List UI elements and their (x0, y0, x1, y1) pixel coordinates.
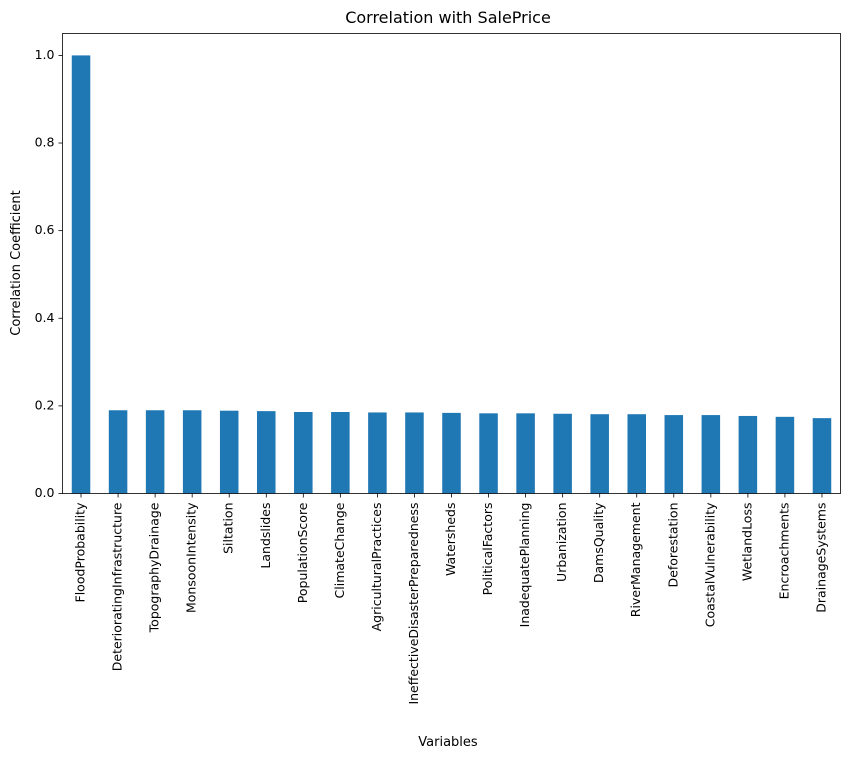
x-tick-label: MonsoonIntensity (184, 502, 199, 613)
x-tick-label: DamsQuality (591, 502, 606, 583)
bar-TopographyDrainage (145, 410, 165, 494)
bar-AgriculturalPractices (368, 412, 387, 494)
x-tick-label: InadequatePlanning (517, 503, 532, 628)
x-tick-label: Siltation (221, 503, 236, 554)
bar-DeterioratingInfrastructure (108, 410, 128, 494)
bar-MonsoonIntensity (182, 410, 202, 494)
y-tick-label: 0.4 (35, 310, 55, 325)
x-axis-label: Variables (418, 735, 478, 750)
x-tick-label: PoliticalFactors (480, 503, 495, 596)
bar-ClimateChange (331, 412, 350, 494)
y-axis-label: Correlation Coefficient (9, 190, 24, 336)
x-tick-label: Encroachments (776, 503, 791, 600)
x-tick-label: DeterioratingInfrastructure (110, 502, 125, 671)
x-tick-label: TopographyDrainage (147, 502, 162, 633)
bar-PoliticalFactors (479, 413, 498, 494)
y-tick-label: 1.0 (35, 47, 55, 62)
y-tick-label: 0.8 (35, 135, 55, 150)
x-tick-label: Deforestation (665, 503, 680, 588)
plot-frame (62, 33, 841, 494)
bar-Landslides (257, 411, 276, 494)
bar-CoastalVulnerability (701, 415, 721, 494)
bars-group (71, 55, 832, 494)
bar-Siltation (219, 410, 239, 494)
y-tick-label: 0.2 (35, 397, 55, 412)
bar-FloodProbability (71, 55, 91, 494)
y-axis: 0.0 0.2 0.4 0.6 0.8 1.0 (35, 47, 63, 500)
x-tick-label: Watersheds (443, 503, 458, 577)
x-tick-label: WetlandLoss (739, 503, 754, 582)
bar-Urbanization (553, 413, 572, 494)
bar-InadequatePlanning (516, 413, 535, 494)
x-tick-label: Landslides (258, 503, 273, 569)
x-tick-label: ClimateChange (332, 502, 347, 598)
x-tick-label: PopulationScore (295, 502, 310, 603)
bar-RiverManagement (627, 414, 646, 494)
x-tick-label: Urbanization (554, 503, 569, 582)
bar-Encroachments (775, 416, 795, 494)
y-tick-label: 0.0 (35, 485, 55, 500)
bar-IneffectiveDisasterPreparedness (405, 412, 424, 494)
bar-Deforestation (664, 415, 684, 494)
x-tick-label: RiverManagement (628, 502, 643, 617)
bar-Watersheds (442, 412, 461, 494)
x-axis: FloodProbability DeterioratingInfrastruct… (73, 493, 828, 705)
x-tick-label: AgriculturalPractices (369, 503, 384, 632)
chart-title: Correlation with SalePrice (345, 8, 551, 27)
x-tick-label: DrainageSystems (813, 503, 828, 613)
x-tick-label: FloodProbability (73, 502, 88, 603)
y-tick-label: 0.6 (35, 222, 55, 237)
x-tick-label: CoastalVulnerability (702, 502, 717, 627)
x-tick-label: IneffectiveDisasterPreparedness (406, 503, 421, 705)
bar-PopulationScore (294, 412, 313, 494)
bar-DrainageSystems (812, 418, 832, 494)
bar-DamsQuality (590, 414, 609, 494)
bar-WetlandLoss (738, 415, 758, 494)
